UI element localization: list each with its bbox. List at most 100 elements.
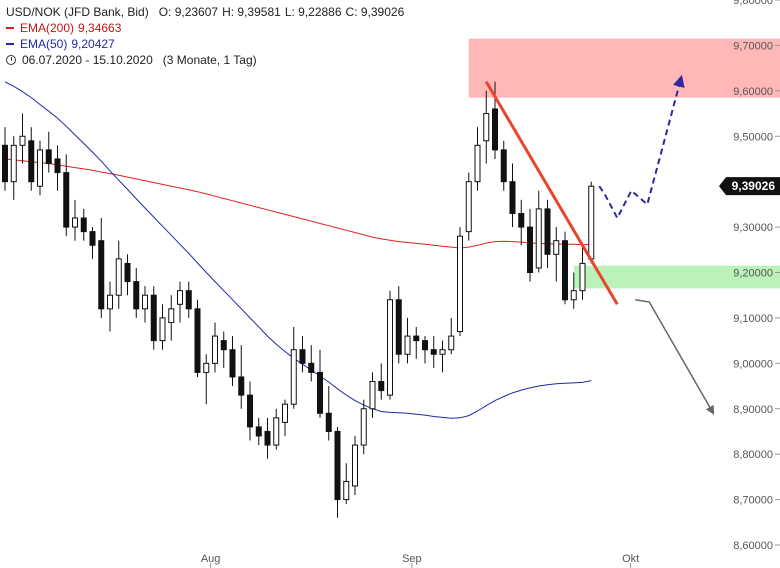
candle-up [212, 335, 218, 364]
candle [133, 267, 140, 318]
candle [45, 131, 52, 173]
bullish-scenario-arrow [598, 74, 685, 221]
candle [439, 340, 446, 373]
annotations-layer [484, 74, 715, 415]
legend-symbol-row: USD/NOK (JFD Bank, Bid) O: 9,23607 H: 9,… [6, 4, 404, 20]
x-tick-label: Sep [402, 553, 422, 565]
candle [142, 286, 148, 323]
legend-ema200-row: EMA(200) 9,34663 [6, 20, 404, 36]
candle-down [89, 231, 96, 246]
candle-up [474, 144, 481, 183]
candle-up [483, 113, 490, 142]
candle [325, 386, 332, 441]
ema200-swatch [6, 27, 14, 29]
candle-down [562, 240, 568, 301]
candle [89, 227, 96, 259]
support-zone [573, 265, 780, 289]
candle-down [45, 149, 52, 164]
candle [387, 290, 393, 400]
candle [430, 336, 437, 368]
candle [124, 254, 131, 296]
candle-up [588, 185, 595, 260]
candle-up [168, 308, 175, 323]
symbol-label: USD/NOK (JFD Bank, Bid) [6, 5, 149, 19]
candle [37, 140, 43, 196]
x-axis: Aug Sep Okt [201, 553, 639, 568]
ohlc-open: O: 9,23607 [158, 5, 219, 19]
chart-legend: USD/NOK (JFD Bank, Bid) O: 9,23607 H: 9,… [6, 4, 404, 68]
legend-range-row: 06.07.2020 - 15.10.2020 (3 Monate, 1 Tag… [6, 52, 404, 68]
ema50-swatch [6, 43, 14, 45]
x-tick-label: Okt [622, 553, 639, 565]
candle-down [509, 181, 516, 214]
candle [159, 304, 166, 350]
candle-up [465, 181, 472, 233]
candle-down [325, 412, 332, 432]
candle [562, 231, 568, 305]
candle-up [290, 349, 297, 405]
candle-down [395, 299, 402, 355]
candle-down [54, 158, 61, 174]
candle [107, 281, 113, 332]
candle [509, 163, 516, 228]
candle-up [142, 294, 148, 310]
candle [483, 90, 490, 164]
candle [378, 363, 385, 400]
candle [579, 245, 586, 300]
candle-down [2, 144, 8, 183]
candle-up [553, 240, 560, 255]
candle-down [518, 212, 525, 228]
candle [177, 281, 183, 323]
candle [203, 354, 210, 405]
candle-up [369, 381, 376, 410]
candle [404, 317, 411, 364]
ohlc-low: L: 9,22886 [284, 5, 342, 19]
y-tick-label: 9,00000 [733, 358, 773, 370]
candle [422, 336, 428, 364]
candle [220, 331, 227, 368]
candle-up [387, 299, 393, 396]
candle [229, 336, 236, 387]
y-tick-label: 9,60000 [733, 86, 773, 98]
candle [282, 399, 288, 436]
candle [535, 190, 542, 273]
candle [360, 399, 367, 455]
candle-down [500, 149, 507, 183]
candle [334, 426, 341, 518]
candle-down [527, 226, 533, 273]
candle-down [299, 349, 306, 364]
candle-up [579, 262, 586, 292]
price-tag-label: 9,39026 [732, 179, 776, 193]
candles-layer [2, 81, 595, 518]
candle [63, 154, 70, 237]
candle [299, 336, 306, 373]
candle-up [177, 290, 183, 305]
candle-down [317, 371, 323, 414]
candle [553, 227, 560, 282]
candle [247, 381, 253, 441]
candle-down [133, 281, 140, 310]
candle-up [37, 149, 43, 187]
candle [115, 240, 122, 309]
ema200-name: EMA(200) [20, 21, 75, 35]
candle [80, 208, 87, 241]
candle-down [264, 430, 271, 446]
ema50-name: EMA(50) [20, 37, 68, 51]
candle [518, 199, 525, 246]
price-tag-shape [719, 177, 780, 196]
candle-down [430, 349, 437, 355]
candle [194, 299, 201, 377]
candle [308, 345, 315, 382]
candle-up [273, 417, 280, 446]
ohlc-high: H: 9,39581 [222, 5, 281, 19]
y-tick-label: 8,90000 [733, 404, 773, 416]
candle-up [448, 335, 455, 351]
candle-down [422, 340, 428, 351]
candle [28, 127, 35, 191]
candle [448, 317, 455, 355]
candle-up [72, 217, 78, 228]
candle-up [352, 444, 358, 487]
ema200-value: 9,34663 [78, 21, 122, 35]
y-tick-label: 9,30000 [733, 222, 773, 234]
